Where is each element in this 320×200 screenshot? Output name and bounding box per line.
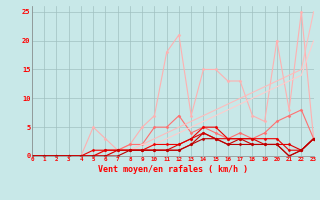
X-axis label: Vent moyen/en rafales ( km/h ): Vent moyen/en rafales ( km/h ) [98, 165, 248, 174]
